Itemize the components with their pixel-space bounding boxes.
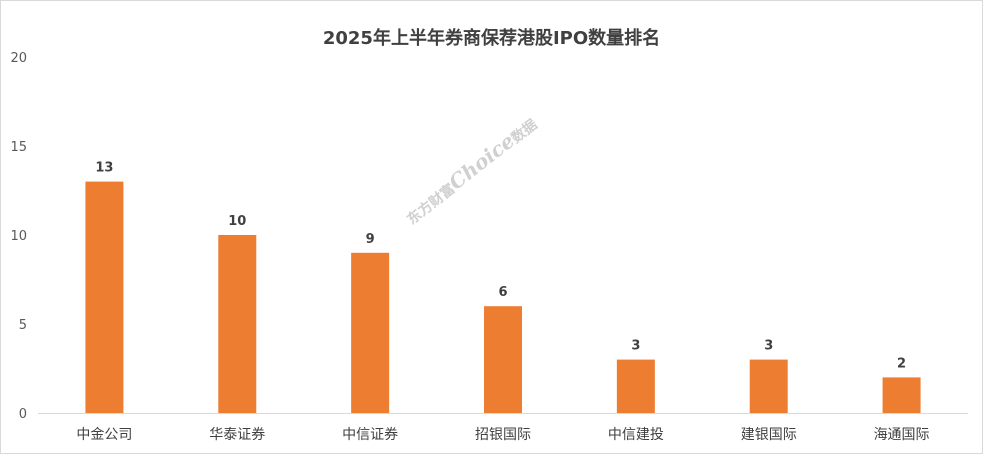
x-tick-label: 海通国际 (874, 427, 930, 443)
data-label: 3 (764, 339, 773, 354)
bar (616, 359, 655, 413)
x-tick-label: 中金公司 (76, 427, 132, 443)
x-tick-label: 华泰证券 (209, 427, 265, 443)
data-label: 9 (366, 232, 375, 247)
x-tick-label: 建银国际 (741, 427, 797, 443)
y-tick-label: 20 (10, 51, 27, 66)
bar (351, 252, 390, 413)
y-tick-label: 10 (10, 229, 27, 244)
x-tick-label: 中信证券 (342, 427, 398, 443)
y-tick-label: 5 (19, 318, 27, 333)
x-tick-label: 中信建投 (608, 427, 664, 443)
y-tick-label: 15 (10, 140, 27, 155)
data-label: 10 (228, 214, 246, 229)
y-tick-label: 0 (19, 407, 27, 422)
bar (882, 377, 921, 413)
chart-title: 2025年上半年券商保荐港股IPO数量排名 (322, 28, 661, 49)
data-label: 2 (897, 356, 906, 371)
bar (484, 306, 522, 413)
data-label: 3 (631, 339, 640, 354)
data-label: 13 (95, 161, 113, 176)
data-label: 6 (498, 285, 507, 300)
bar (218, 235, 257, 413)
bar (749, 359, 788, 413)
x-tick-label: 招银国际 (475, 427, 531, 443)
bar (85, 181, 124, 413)
